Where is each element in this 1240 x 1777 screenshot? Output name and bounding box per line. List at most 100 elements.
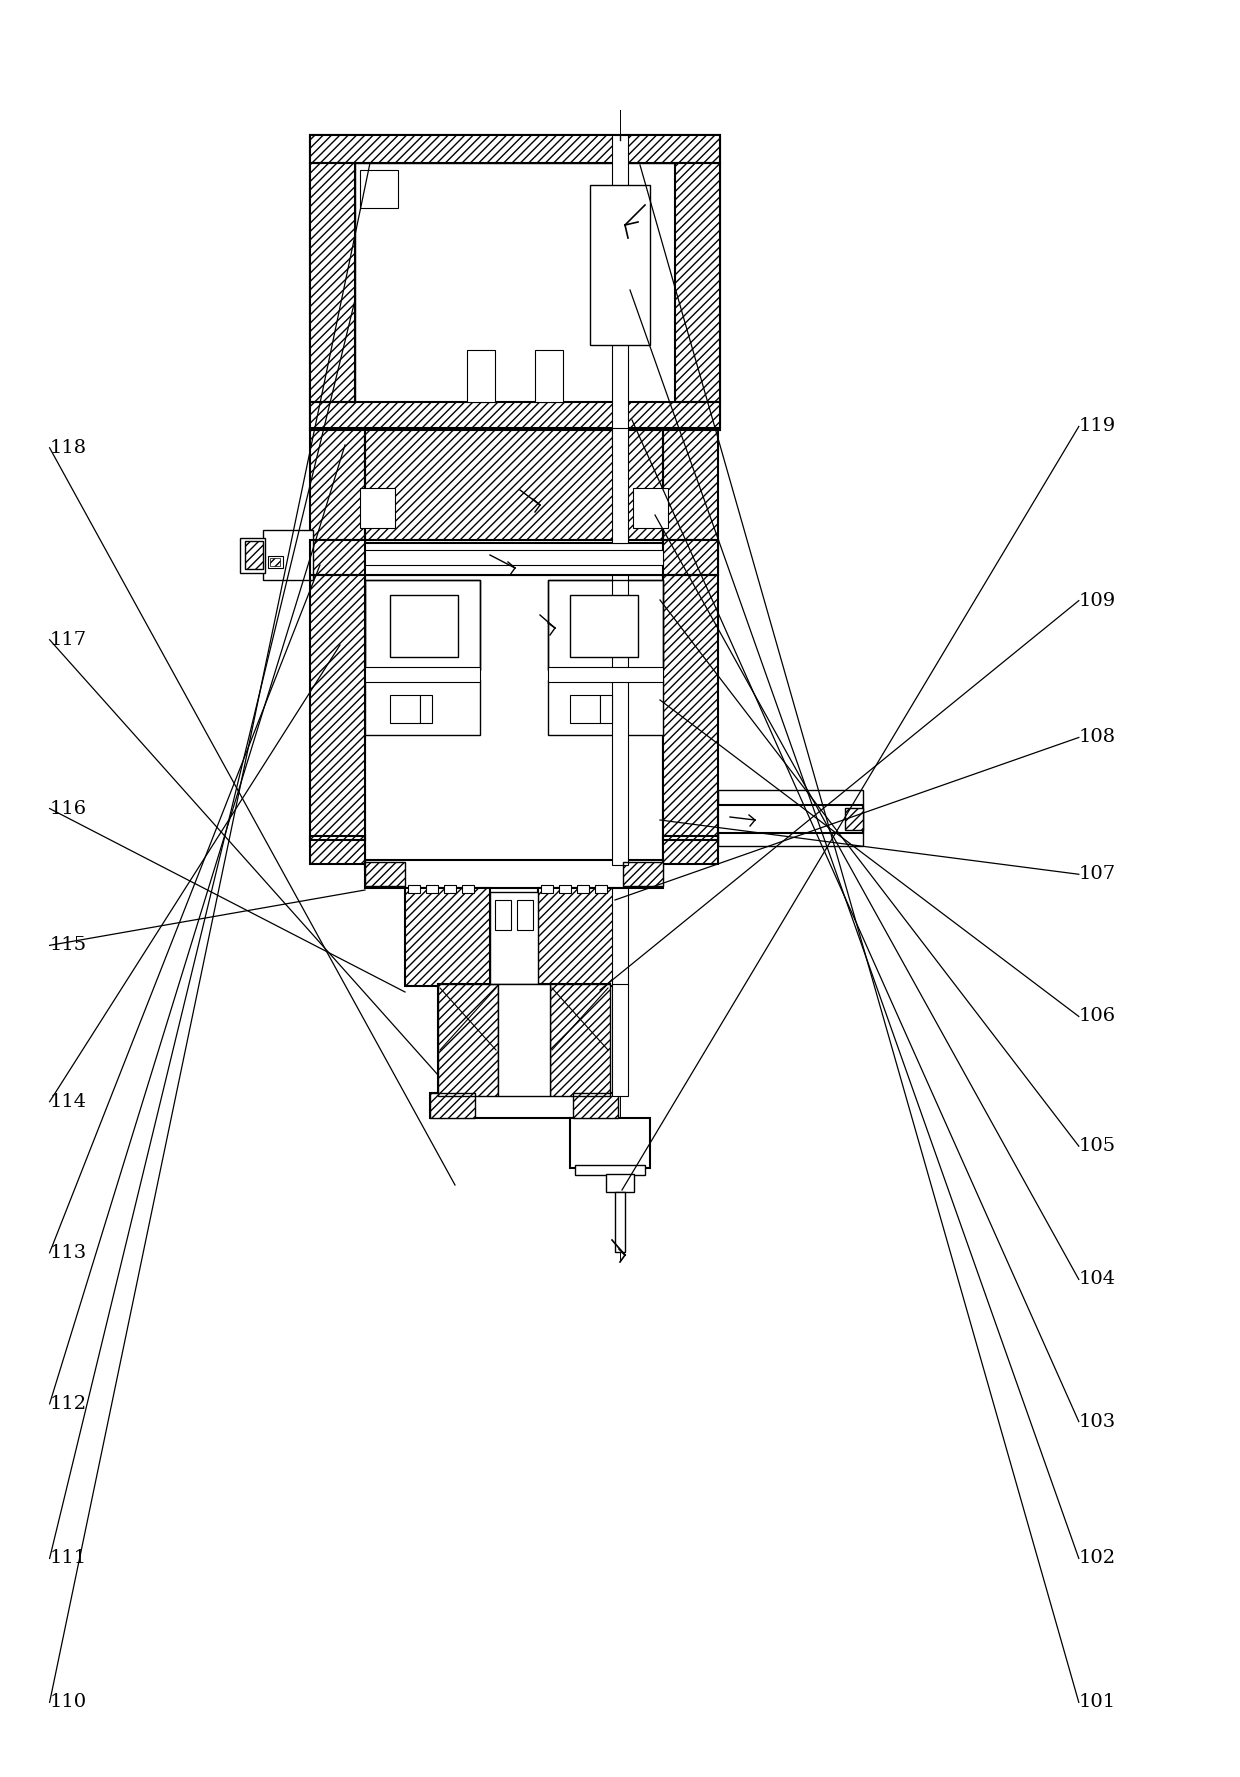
Bar [718,805,863,833]
Text: 110: 110 [50,1693,87,1711]
Bar [613,428,627,544]
Bar [613,984,627,1096]
Bar [310,576,365,841]
Bar [310,540,365,576]
Bar [310,835,365,864]
Bar [663,428,718,544]
Bar [663,835,718,864]
Bar [548,681,663,736]
Bar [365,428,663,544]
Bar [548,579,663,670]
Bar [365,551,663,565]
Bar [463,885,474,894]
Bar [534,350,563,402]
Text: 119: 119 [1079,418,1116,435]
Bar [430,1093,475,1118]
Bar [408,885,420,894]
Bar [405,888,490,986]
Bar [365,862,405,887]
Bar [365,860,663,888]
Bar [438,984,610,1096]
Bar [606,1175,634,1192]
Bar [246,540,263,569]
Bar [548,579,663,670]
Bar [360,171,398,208]
Bar [430,1093,618,1118]
Bar [663,835,718,864]
Bar [365,862,405,887]
Bar [490,892,538,984]
Text: 113: 113 [50,1244,87,1262]
Bar [310,402,720,430]
Bar [268,556,283,569]
Bar [577,885,589,894]
Bar [548,579,663,670]
Bar [663,540,718,576]
Text: 114: 114 [50,1093,87,1111]
Bar [538,888,622,986]
Bar [365,579,480,670]
Bar [718,791,863,846]
Text: 106: 106 [1079,1008,1116,1025]
Text: 103: 103 [1079,1413,1116,1430]
Bar [663,576,718,841]
Bar [613,135,627,450]
Bar [365,428,663,544]
Bar [365,666,480,682]
Bar [551,984,610,1096]
Bar [310,576,365,841]
Bar [570,1118,650,1167]
Bar [517,899,533,929]
Bar [263,530,312,579]
Bar [570,595,639,657]
Bar [600,695,613,723]
Bar [844,809,863,830]
Bar [360,489,396,528]
Bar [663,428,718,544]
Bar [310,135,720,163]
Bar [559,885,570,894]
Bar [310,540,718,576]
Text: 118: 118 [50,439,87,457]
Bar [310,163,355,402]
Bar [438,984,498,1096]
Text: 112: 112 [50,1395,87,1413]
Text: 111: 111 [50,1550,87,1567]
Text: 107: 107 [1079,865,1116,883]
Bar [427,885,438,894]
Bar [310,540,365,576]
Bar [438,984,498,1096]
Bar [420,695,432,723]
Bar [365,576,663,871]
Bar [310,135,720,163]
Text: 115: 115 [50,936,87,954]
Bar [365,579,480,670]
Bar [270,558,280,567]
Bar [365,579,480,670]
Text: 116: 116 [50,800,87,817]
Bar [675,163,720,402]
Bar [310,135,720,430]
Bar [663,540,718,576]
Text: 105: 105 [1079,1137,1116,1155]
Bar [615,1192,625,1253]
Bar [498,984,551,1096]
Bar [365,681,480,736]
Bar [573,1093,618,1118]
Bar [675,163,720,402]
Bar [467,350,495,402]
Bar [444,885,456,894]
Bar [570,695,600,723]
Bar [246,540,263,569]
Text: 109: 109 [1079,592,1116,610]
Bar [391,695,420,723]
Bar [663,576,718,841]
Bar [405,888,490,986]
Bar [575,1166,645,1175]
Bar [632,489,668,528]
Text: 117: 117 [50,631,87,649]
Bar [551,984,610,1096]
Bar [310,163,355,402]
Text: 102: 102 [1079,1550,1116,1567]
Bar [613,576,627,865]
